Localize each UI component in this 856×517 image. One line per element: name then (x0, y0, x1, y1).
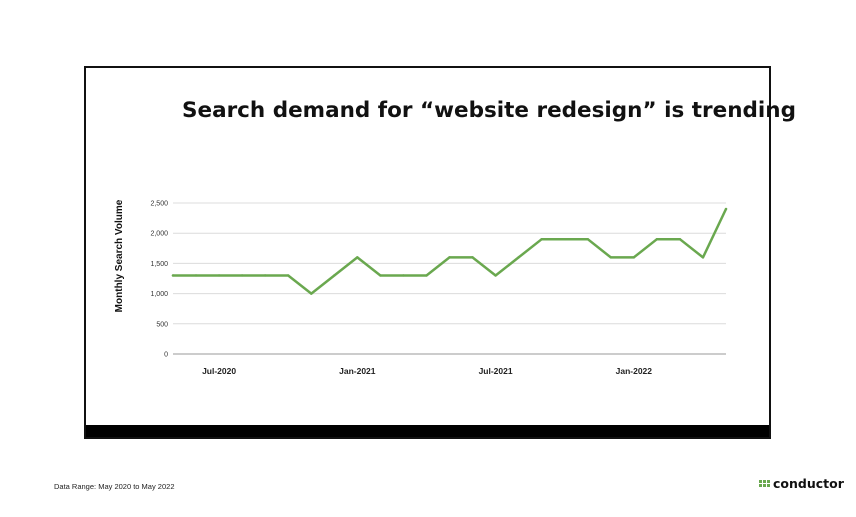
y-tick-label: 2,500 (150, 201, 168, 208)
slide-bottom-bar (86, 425, 769, 437)
data-point (402, 274, 405, 277)
data-range-note: Data Range: May 2020 to May 2022 (54, 482, 175, 491)
logo-dots-icon (759, 480, 770, 487)
brand-name: conductor (773, 476, 844, 491)
data-point (171, 274, 175, 277)
x-tick-label: Jan-2022 (616, 366, 653, 376)
chart-slide: Search demand for “website redesign” is … (84, 66, 796, 439)
data-point (379, 274, 382, 277)
data-point (609, 256, 612, 259)
data-point (586, 238, 589, 241)
data-point (540, 238, 543, 241)
data-point (356, 256, 359, 259)
data-point (310, 292, 313, 295)
y-tick-label: 2,000 (150, 231, 168, 238)
data-point (240, 274, 244, 277)
data-point (517, 256, 520, 259)
y-tick-label: 0 (164, 352, 168, 359)
series-line-0 (171, 207, 728, 295)
y-axis-label: Monthly Search Volume (114, 199, 125, 312)
data-point (701, 256, 705, 259)
x-tick-label: Jul-2020 (202, 366, 236, 376)
y-tick-label: 1,000 (150, 291, 168, 298)
conductor-logo: conductor (759, 476, 844, 491)
data-point (471, 256, 474, 259)
x-tick-label: Jul-2021 (479, 366, 513, 376)
data-point (448, 256, 451, 259)
data-point (655, 238, 659, 241)
data-point (494, 274, 497, 277)
data-point (425, 274, 428, 277)
x-tick-label: Jan-2021 (339, 366, 376, 376)
y-tick-label: 500 (156, 321, 168, 328)
data-point (333, 274, 336, 277)
data-point (632, 256, 636, 259)
data-point (287, 274, 290, 277)
data-point (563, 238, 566, 241)
data-point (678, 238, 682, 241)
data-point (194, 274, 198, 277)
y-tick-label: 1,500 (150, 261, 168, 268)
data-point (217, 274, 221, 277)
chart-title: Search demand for “website redesign” is … (182, 98, 796, 123)
data-point (724, 207, 728, 211)
data-point (263, 274, 267, 277)
